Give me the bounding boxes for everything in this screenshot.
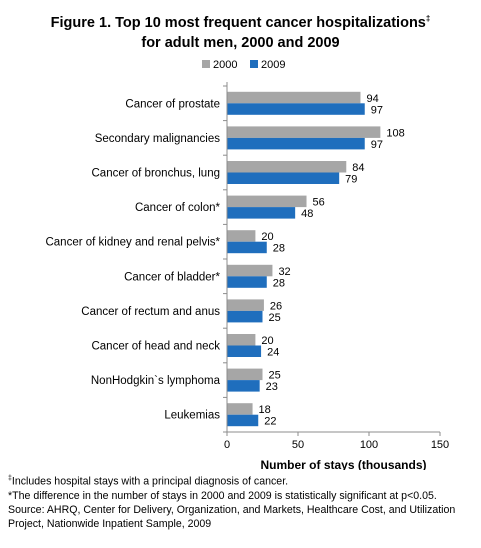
x-tick-label-50: 50 [292,439,304,451]
chart-title-line2: for adult men, 2000 and 2009 [141,34,340,51]
legend-swatch-2000 [202,60,210,68]
value-label-2009-4: 48 [301,208,313,220]
bar-2009-3 [227,172,340,184]
value-label-2000-7: 26 [270,300,282,312]
value-label-2000-5: 20 [261,231,273,243]
bar-2000-7 [227,299,264,311]
category-label-1: Cancer of prostate [125,98,220,110]
value-label-2000-1: 94 [366,93,378,105]
value-label-2009-8: 24 [267,347,279,359]
value-label-2000-10: 18 [259,404,271,416]
value-label-2009-2: 97 [371,139,383,151]
category-label-8: Cancer of head and neck [91,341,220,353]
bar-2009-7 [227,310,263,323]
x-tick-label-0: 0 [224,439,230,451]
category-label-10: Leukemias [164,410,220,422]
category-label-6: Cancer of bladder* [124,271,220,283]
bar-2009-6 [227,276,267,288]
category-label-3: Cancer of bronchus, lung [92,168,221,180]
bar-2000-10 [227,403,253,415]
bar-2009-10 [227,414,259,427]
chart-title-line1: Figure 1. Top 10 most frequent cancer ho… [50,14,431,31]
value-label-2000-9: 25 [269,370,281,382]
value-label-2000-3: 84 [352,162,364,174]
chart-title: Figure 1. Top 10 most frequent cancer ho… [0,9,481,53]
bar-2009-9 [227,380,260,392]
bar-2000-1 [227,91,361,104]
footnote-1: ‡Includes hospital stays with a principa… [8,475,289,488]
category-label-7: Cancer of rectum and anus [81,306,220,318]
bar-2000-2 [227,126,381,138]
bar-2000-4 [227,195,307,208]
bar-2000-9 [227,368,263,381]
x-tick-label-150: 150 [431,439,449,451]
value-label-2009-1: 97 [371,104,383,116]
bar-2000-6 [227,264,273,277]
value-label-2000-4: 56 [313,197,325,209]
category-label-9: NonHodgkin`s lymphoma [91,375,221,387]
value-label-2009-7: 25 [269,312,281,324]
x-axis-title: Number of stays (thousands) [260,458,426,470]
value-label-2009-3: 79 [345,174,357,186]
category-label-2: Secondary malignancies [95,133,221,145]
category-label-4: Cancer of colon* [135,202,221,214]
bar-2009-4 [227,207,296,219]
bar-2000-8 [227,334,256,346]
footnote-source-2: Project, Nationwide Inpatient Sample, 20… [8,518,212,531]
value-label-2000-8: 20 [261,335,273,347]
value-label-2000-6: 32 [278,266,290,278]
legend-label-2009: 2009 [261,59,285,71]
value-label-2009-6: 28 [273,277,285,289]
footnote-source-1: Source: AHRQ, Center for Delivery, Organ… [8,503,456,516]
category-label-5: Cancer of kidney and renal pelvis* [45,237,220,249]
footnotes: ‡Includes hospital stays with a principa… [8,472,476,531]
bar-2009-1 [227,103,365,115]
value-label-2009-9: 23 [266,381,278,393]
legend-label-2000: 2000 [213,59,237,71]
legend-swatch-2009 [250,60,258,68]
title-footnote-mark: ‡ [425,14,431,23]
bar-2000-5 [227,230,256,242]
value-label-2000-2: 108 [386,127,404,139]
bar-2009-8 [227,345,262,357]
bar-2009-2 [227,137,365,150]
footnote-2: *The difference in the number of stays i… [8,489,437,502]
x-tick-label-100: 100 [360,439,378,451]
bar-2000-3 [227,161,347,173]
bar-2009-5 [227,241,267,254]
value-label-2009-5: 28 [273,243,285,255]
value-label-2009-10: 22 [264,416,276,428]
